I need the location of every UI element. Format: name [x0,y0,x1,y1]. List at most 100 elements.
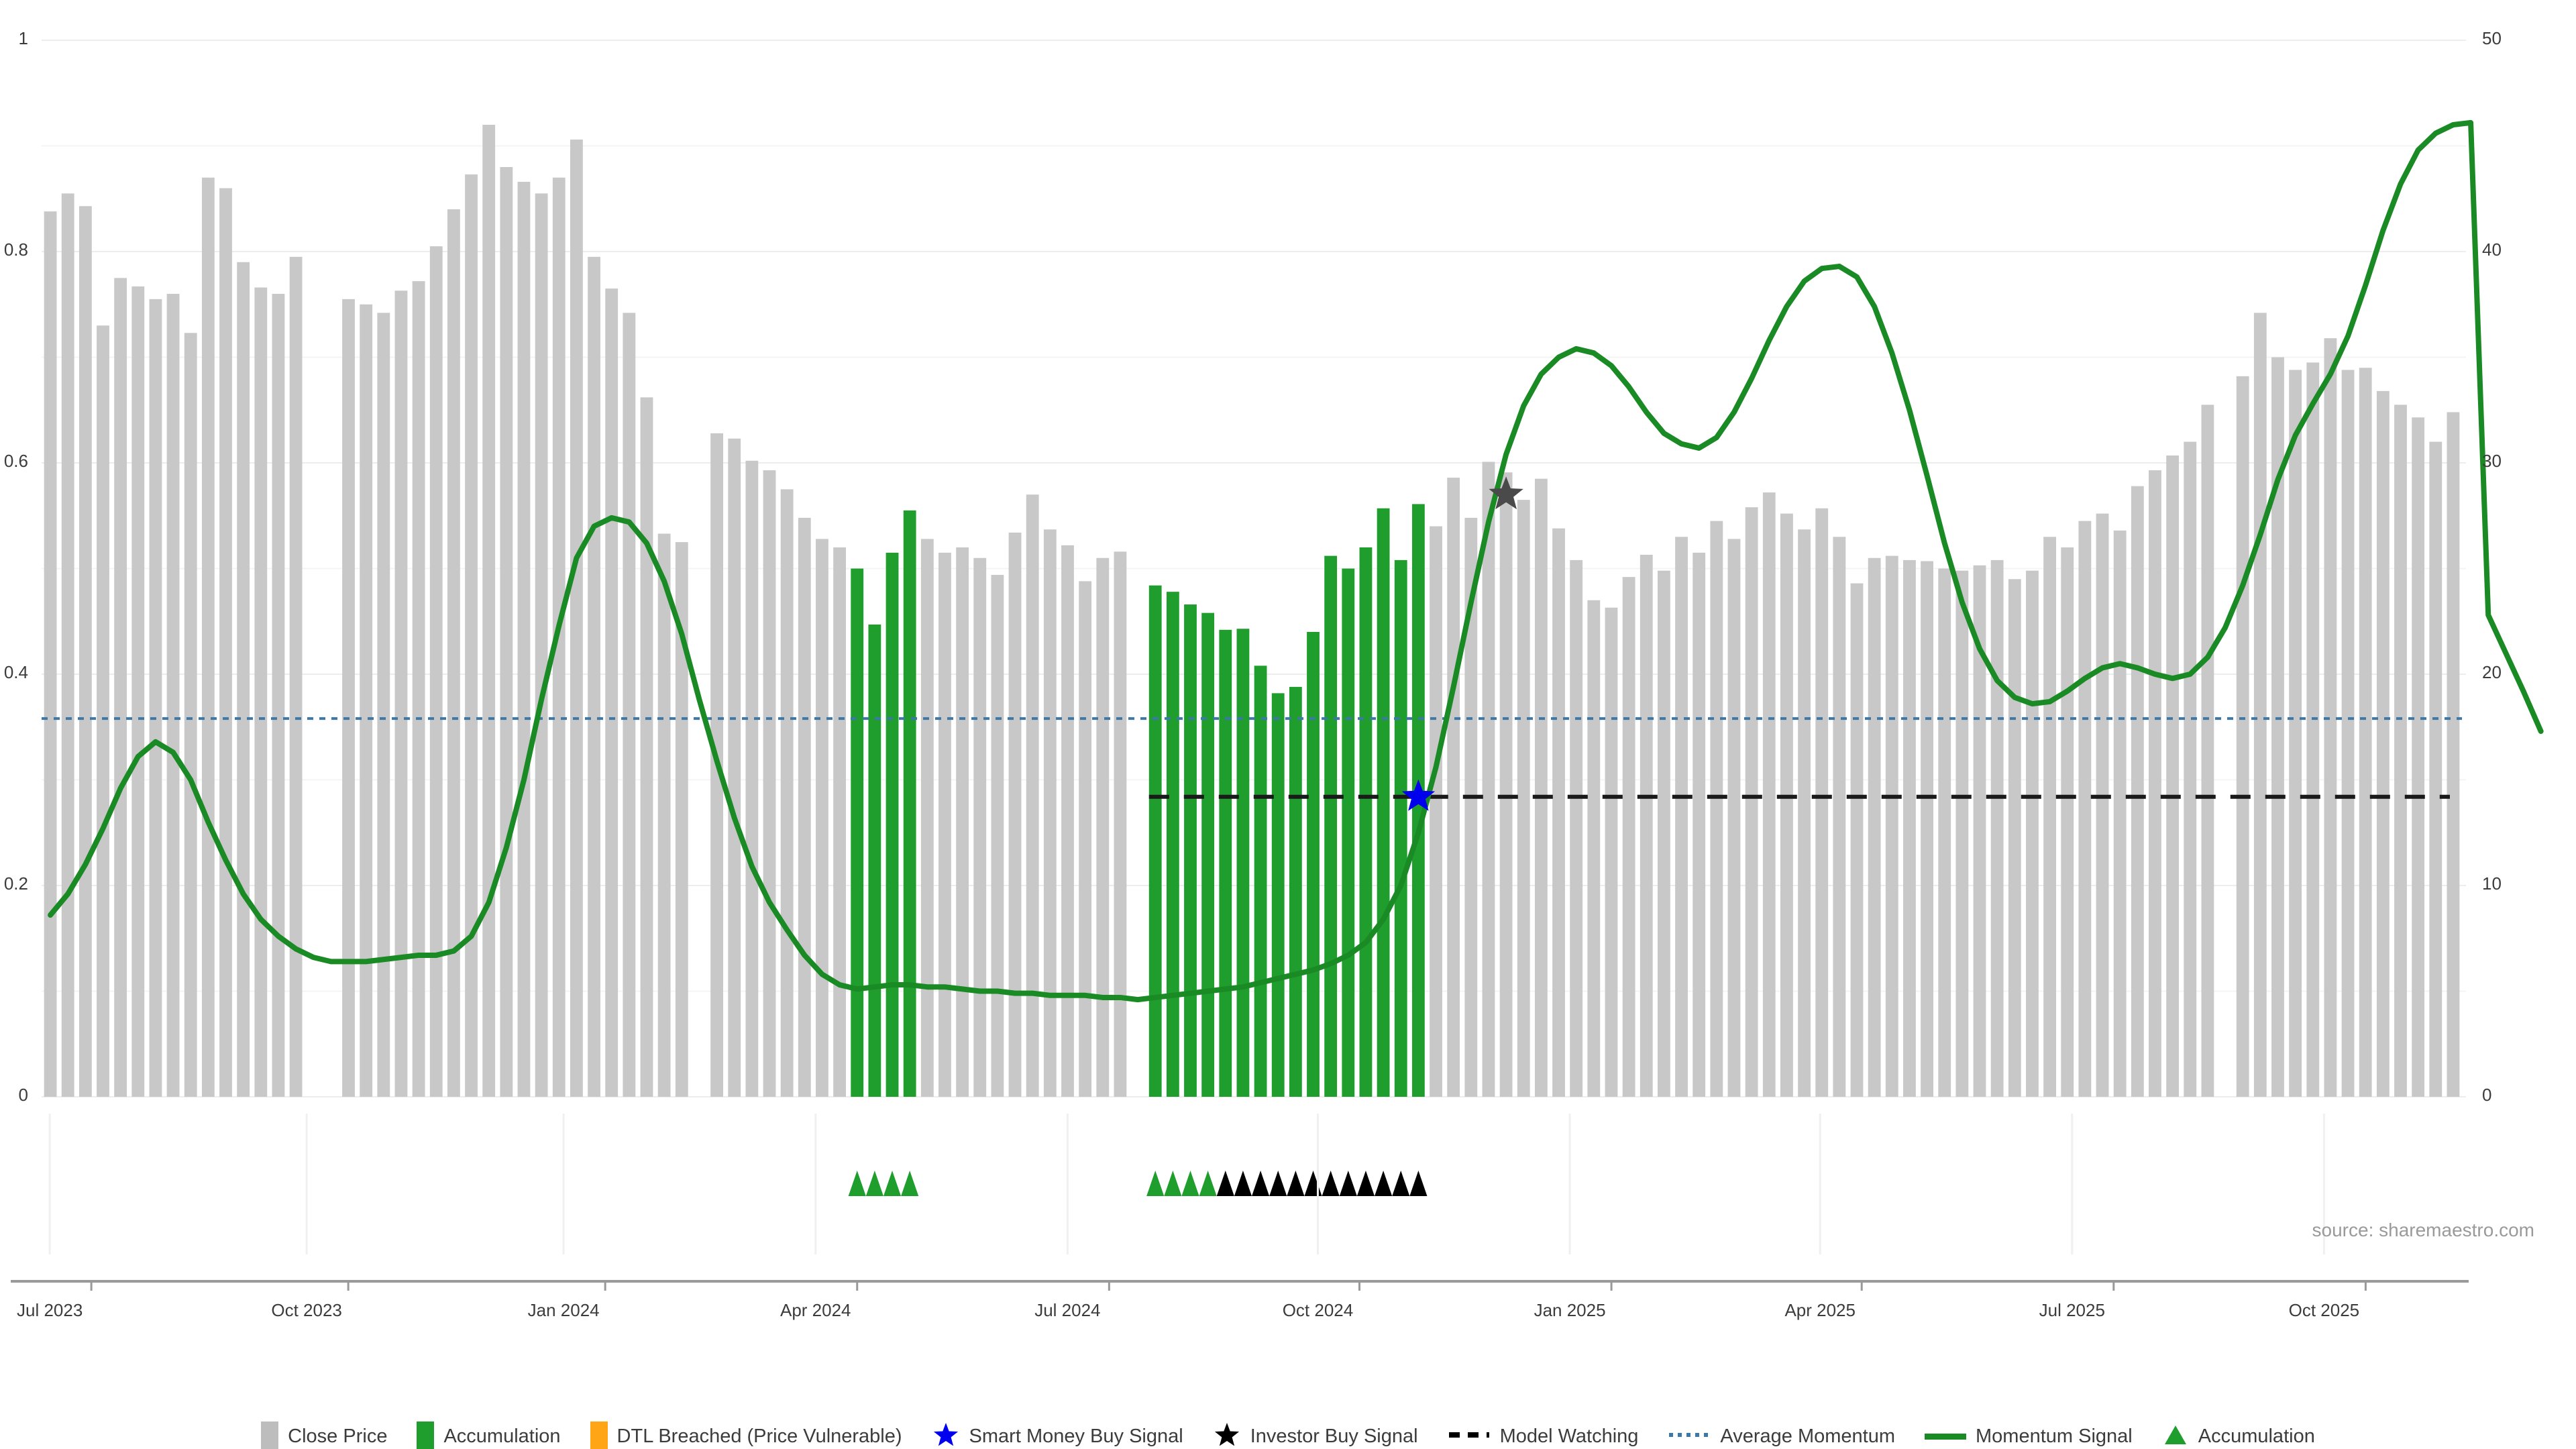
close-price-bar [675,542,688,1097]
investor-triangle-marker [1375,1171,1393,1196]
close-price-bar [2184,441,2197,1097]
chart-legend: Close Price Accumulation DTL Breached (Pri… [0,1421,2576,1449]
close-price-bar [2271,357,2284,1097]
close-price-bar [2376,390,2390,1097]
legend-item[interactable]: DTL Breached (Price Vulnerable) [590,1421,902,1449]
close-price-bar [1096,557,1110,1097]
close-price-bar [1079,581,1092,1097]
close-price-bar [1517,500,1530,1097]
legend-item[interactable]: Average Momentum [1668,1427,1895,1446]
legend-item[interactable]: Close Price [261,1421,387,1449]
close-price-bar [816,539,828,1097]
investor-triangle-marker [1287,1171,1305,1196]
close-price-bar [1640,555,1653,1097]
star-marker-icon [932,1421,960,1449]
accumulation-bar [851,568,864,1097]
close-price-bar [1447,478,1460,1097]
close-price-bar [465,174,478,1097]
close-price-bar [500,167,513,1097]
close-price-bar [219,188,232,1097]
investor-triangle-marker [1356,1171,1375,1196]
legend-item[interactable]: Momentum Signal [1925,1427,2133,1446]
close-price-bar [956,547,969,1097]
close-price-bar [2341,370,2355,1097]
close-price-bar [2359,368,2372,1097]
x-axis-tick: Jul 2024 [1034,1300,1101,1320]
close-price-bar [342,299,355,1097]
close-price-bar [2394,405,2407,1097]
close-price-bar [640,397,653,1097]
close-price-bar [1938,568,1951,1097]
close-price-bar [254,287,268,1097]
close-price-bar [973,557,987,1097]
close-price-bar [1464,517,1478,1097]
close-price-bar [2113,530,2127,1097]
accumulation-bar [1307,632,1320,1097]
close-price-bar [1955,570,1969,1097]
close-price-bar [728,438,741,1097]
close-price-bar [833,547,846,1097]
accumulation-bar [1324,555,1338,1097]
y-axis-right-tick: 0 [2482,1085,2492,1105]
close-price-bar [1693,552,1706,1097]
legend-item[interactable]: Accumulation [417,1421,561,1449]
close-price-bar [272,294,285,1097]
accumulation-bar [1377,508,1390,1097]
legend-item-label: DTL Breached (Price Vulnerable) [616,1426,902,1447]
accumulation-bar [1184,604,1197,1097]
close-price-bar [1798,529,1811,1097]
close-price-bar [657,533,671,1097]
close-price-bar [1534,478,1548,1097]
close-price-bar [745,460,759,1097]
y-axis-right-tick: 20 [2482,662,2502,682]
y-axis-left-tick: 0 [18,1085,28,1105]
close-price-bar [1815,508,1829,1097]
close-price-bar [2026,570,2039,1097]
smart-money-buy-signal-star [1401,779,1436,811]
close-price-bar [780,489,794,1097]
close-price-bar [1903,559,1916,1097]
close-price-bar [517,182,531,1097]
legend-item[interactable]: Investor Buy Signal [1213,1421,1418,1449]
legend-item[interactable]: Model Watching [1448,1426,1639,1447]
close-price-bar [1762,492,1776,1097]
close-price-bar [1885,555,1898,1097]
close-price-bar [798,517,811,1097]
accumulation-triangle-marker [865,1171,883,1196]
momentum-signal-line [48,119,2544,1003]
close-price-bar [2201,405,2214,1097]
legend-item-label: Momentum Signal [1976,1426,2133,1447]
close-price-bar [377,313,390,1097]
close-price-bar [605,288,619,1097]
x-axis-tick: Jul 2023 [16,1300,83,1320]
legend-item-label: Model Watching [1499,1426,1639,1447]
accumulation-triangle-marker [883,1171,902,1196]
close-price-bar [2324,338,2337,1097]
y-axis-left-tick: 0.8 [3,239,28,260]
y-axis-right-tick: 30 [2482,451,2502,471]
close-price-bar [1430,526,1442,1097]
close-price-bar [447,209,460,1097]
legend-item[interactable]: Smart Money Buy Signal [932,1421,1183,1449]
close-price-bar [2412,417,2425,1097]
close-price-bar [1026,494,1039,1097]
accumulation-bar [1236,629,1250,1097]
accumulation-triangle-marker [848,1171,866,1196]
close-price-bar [78,206,92,1097]
y-axis-left-tick: 0.4 [3,662,28,682]
accumulation-bar [903,510,916,1097]
accumulation-bar [868,624,881,1097]
close-price-bar [623,313,636,1097]
y-axis-right-tick: 40 [2482,239,2502,260]
close-price-bar [131,286,145,1097]
close-price-bar [412,281,425,1097]
accumulation-bar [1359,547,1373,1097]
close-price-bar [184,333,197,1097]
legend-item[interactable]: Accumulation [2162,1423,2315,1449]
legend-item-label: Investor Buy Signal [1250,1426,1418,1447]
accumulation-triangle-marker [1164,1171,1182,1196]
accumulation-triangle-marker [1181,1171,1199,1196]
close-price-bar [1973,565,1986,1097]
